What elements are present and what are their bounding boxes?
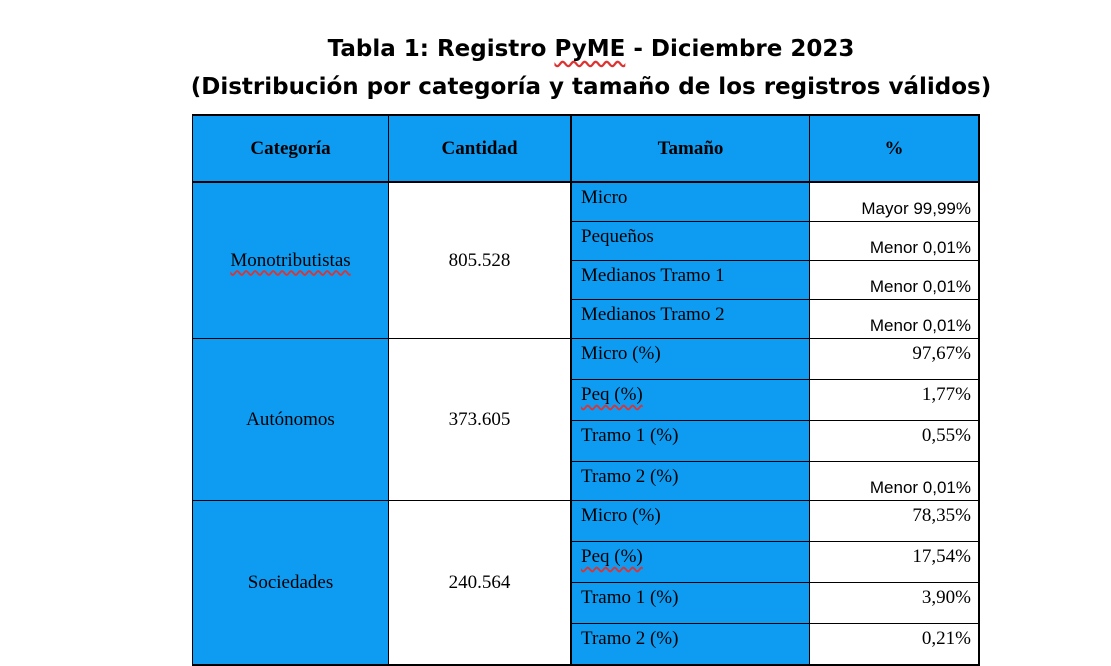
tamano-cell: Micro (570, 181, 810, 222)
porcentaje-cell: 0,21% (809, 623, 980, 666)
table-row: Pequeños Menor 0,01% (193, 221, 980, 261)
porcentaje-cell: 1,77% (809, 379, 980, 421)
title-brand: PyME (554, 36, 626, 62)
table-row: Sociedades 240.564 Micro (%) 78,35% (192, 500, 980, 666)
header-tamano: Tamaño (570, 114, 810, 183)
porcentaje-cell: 97,67% (809, 338, 980, 380)
porcentaje-cell: Menor 0,01% (809, 299, 980, 339)
tamano-cell: Micro (%) (570, 500, 810, 542)
header-row: Categoría Cantidad Tamaño % (192, 114, 980, 183)
table-row: Tramo 1 (%) 0,55% (193, 420, 980, 462)
porcentaje-cell: Menor 0,01% (809, 260, 980, 300)
header-porcentaje: % (809, 114, 980, 183)
porcentaje-cell: 78,35% (809, 500, 980, 542)
tamano-label: Peq (%) (581, 384, 643, 405)
table-title: Tabla 1: Registro PyME - Diciembre 2023 … (0, 30, 1111, 106)
tamano-cell: Tramo 2 (%) (570, 461, 810, 501)
tamano-cell: Medianos Tramo 2 (570, 299, 810, 339)
porcentaje-cell: Mayor 99,99% (809, 181, 980, 222)
table-row: Peq (%) 1,77% (193, 379, 980, 421)
porcentaje-cell: Menor 0,01% (809, 461, 980, 501)
title-suffix: - Diciembre 2023 (625, 36, 855, 62)
tamano-cell: Micro (%) (570, 338, 810, 380)
tamano-label: Peq (%) (581, 546, 643, 567)
categoria-cell: Sociedades (192, 500, 389, 666)
categoria-cell: Monotributistas (192, 181, 389, 339)
cantidad-cell: 240.564 (388, 500, 572, 666)
title-prefix: Tabla 1: Registro (327, 36, 555, 62)
table-row: Tramo 2 (%) Menor 0,01% (193, 461, 980, 501)
header-cantidad: Cantidad (388, 114, 572, 183)
table-row: Autónomos 373.605 Micro (%) 97,67% (192, 338, 980, 501)
porcentaje-cell: 3,90% (809, 582, 980, 624)
cantidad-cell: 373.605 (388, 338, 572, 501)
categoria-label: Monotributistas (230, 249, 351, 271)
tamano-cell: Medianos Tramo 1 (570, 260, 810, 300)
title-line-1: Tabla 1: Registro PyME - Diciembre 2023 (0, 30, 1111, 68)
registry-table: Categoría Cantidad Tamaño % Monotributis… (192, 114, 980, 666)
title-line-2: (Distribución por categoría y tamaño de … (190, 74, 992, 100)
porcentaje-cell: Menor 0,01% (809, 221, 980, 261)
table-row: Tramo 1 (%) 3,90% (193, 582, 980, 624)
tamano-cell: Tramo 1 (%) (570, 582, 810, 624)
porcentaje-cell: 0,55% (809, 420, 980, 462)
tamano-cell: Peq (%) (570, 379, 810, 421)
table-row: Peq (%) 17,54% (193, 541, 980, 583)
porcentaje-cell: 17,54% (809, 541, 980, 583)
categoria-cell: Autónomos (192, 338, 389, 501)
tamano-cell: Tramo 1 (%) (570, 420, 810, 462)
cantidad-cell: 805.528 (388, 181, 572, 339)
table-row: Monotributistas 805.528 Micro Mayor 99,9… (192, 181, 980, 339)
table-row: Medianos Tramo 2 Menor 0,01% (193, 299, 980, 339)
tamano-cell: Peq (%) (570, 541, 810, 583)
header-categoria: Categoría (192, 114, 389, 183)
tamano-cell: Tramo 2 (%) (570, 623, 810, 666)
tamano-cell: Pequeños (570, 221, 810, 261)
